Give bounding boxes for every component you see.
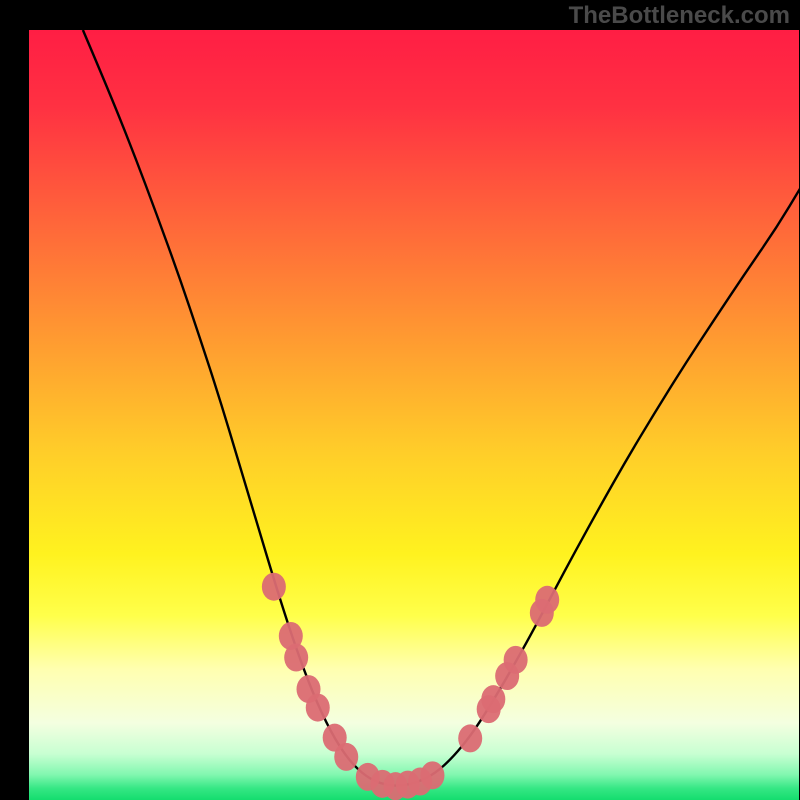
chart-canvas: TheBottleneck.com bbox=[0, 0, 800, 800]
watermark-text: TheBottleneck.com bbox=[569, 2, 790, 30]
plot-area bbox=[29, 30, 799, 800]
